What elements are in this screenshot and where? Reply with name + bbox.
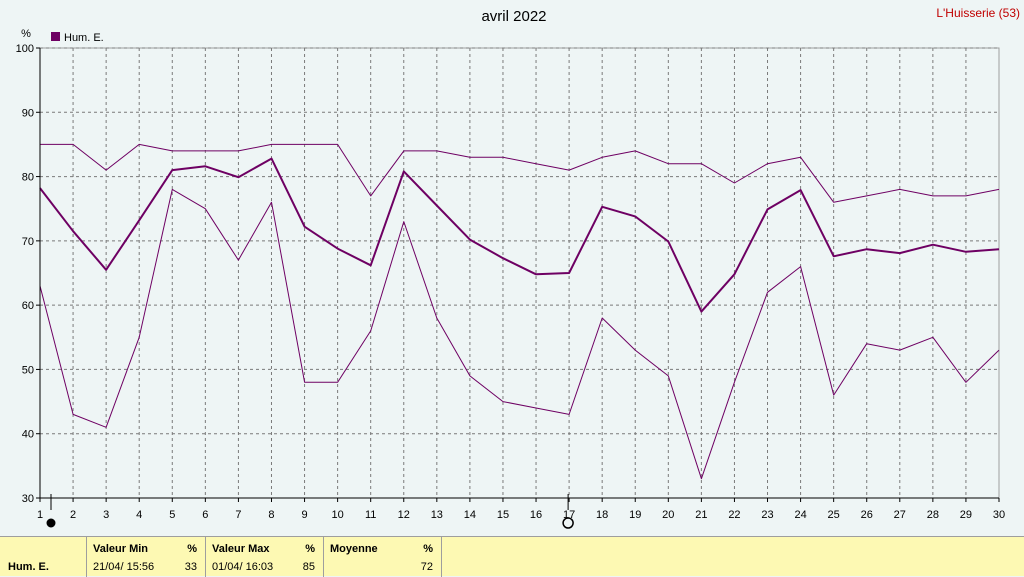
min-unit: % [187, 543, 197, 555]
mean-unit: % [423, 543, 433, 555]
x-tick-label: 28 [927, 509, 939, 521]
summary-series-cell: Hum. E. [0, 537, 87, 577]
legend-label: Hum. E. [64, 32, 104, 44]
x-tick-label: 24 [794, 509, 806, 521]
y-tick-label: 80 [22, 172, 34, 184]
x-tick-label: 2 [70, 509, 76, 521]
filled-circle-marker [46, 518, 56, 528]
y-tick-label: 70 [22, 236, 34, 248]
x-tick-label: 14 [464, 509, 476, 521]
y-tick-label: 50 [22, 364, 34, 376]
x-tick-label: 9 [301, 509, 307, 521]
x-tick-label: 27 [894, 509, 906, 521]
x-tick-label: 25 [828, 509, 840, 521]
x-tick-label: 18 [596, 509, 608, 521]
y-tick-label: 90 [22, 107, 34, 119]
x-tick-label: 20 [662, 509, 674, 521]
x-tick-label: 12 [398, 509, 410, 521]
plot-frame [39, 47, 1000, 499]
max-unit: % [305, 543, 315, 555]
y-tick-label: 60 [22, 300, 34, 312]
summary-mean-cell: Moyenne % 72 [324, 537, 442, 577]
mean-header: Moyenne [330, 543, 378, 555]
chart-title: avril 2022 [481, 8, 546, 25]
x-tick-label: 15 [497, 509, 509, 521]
series-line-min [39, 188, 1000, 480]
x-tick-label: 26 [861, 509, 873, 521]
y-unit-label: % [21, 28, 31, 40]
y-tick-label: 40 [22, 429, 34, 441]
x-tick-label: 6 [202, 509, 208, 521]
x-tick-label: 1 [37, 509, 43, 521]
max-time: 01/04/ 16:03 [212, 561, 274, 573]
series-layer [39, 143, 1000, 480]
series-line-mean [39, 157, 1000, 313]
x-tick-label: 29 [960, 509, 972, 521]
max-header: Valeur Max [212, 543, 270, 555]
station-name: L'Huisserie (53) [936, 6, 1020, 20]
x-tick-label: 19 [629, 509, 641, 521]
x-tick-label: 11 [365, 509, 376, 521]
summary-max-cell: Valeur Max % 01/04/ 16:03 85 [206, 537, 324, 577]
x-tick-label: 21 [695, 509, 707, 521]
max-value: 85 [302, 561, 315, 573]
min-time: 21/04/ 15:56 [93, 561, 155, 573]
summary-series-label: Hum. E. [8, 561, 49, 573]
x-tick-label: 23 [761, 509, 773, 521]
x-tick-label: 13 [431, 509, 443, 521]
grid-layer [39, 47, 1000, 499]
y-tick-label: 100 [16, 43, 34, 55]
x-tick-label: 3 [103, 509, 109, 521]
x-tick-label: 8 [268, 509, 274, 521]
x-tick-label: 4 [136, 509, 142, 521]
x-tick-label: 16 [530, 509, 542, 521]
humidity-chart: avril 2022 L'Huisserie (53) % Hum. E. 30… [16, 6, 1020, 529]
x-tick-label: 5 [169, 509, 175, 521]
x-tick-label: 7 [235, 509, 241, 521]
legend-swatch [51, 32, 60, 41]
y-tick-label: 30 [22, 493, 34, 505]
series-line-max [40, 143, 1000, 203]
mean-value: 72 [420, 561, 433, 573]
min-header: Valeur Min [93, 543, 149, 555]
summary-bar: Hum. E. Valeur Min % 21/04/ 15:56 33 Val… [0, 536, 1024, 577]
x-tick-label: 30 [993, 509, 1005, 521]
summary-min-cell: Valeur Min % 21/04/ 15:56 33 [87, 537, 206, 577]
x-tick-label: 10 [331, 509, 343, 521]
x-tick-label: 22 [728, 509, 740, 521]
min-value: 33 [184, 561, 197, 573]
open-circle-marker [562, 517, 574, 529]
